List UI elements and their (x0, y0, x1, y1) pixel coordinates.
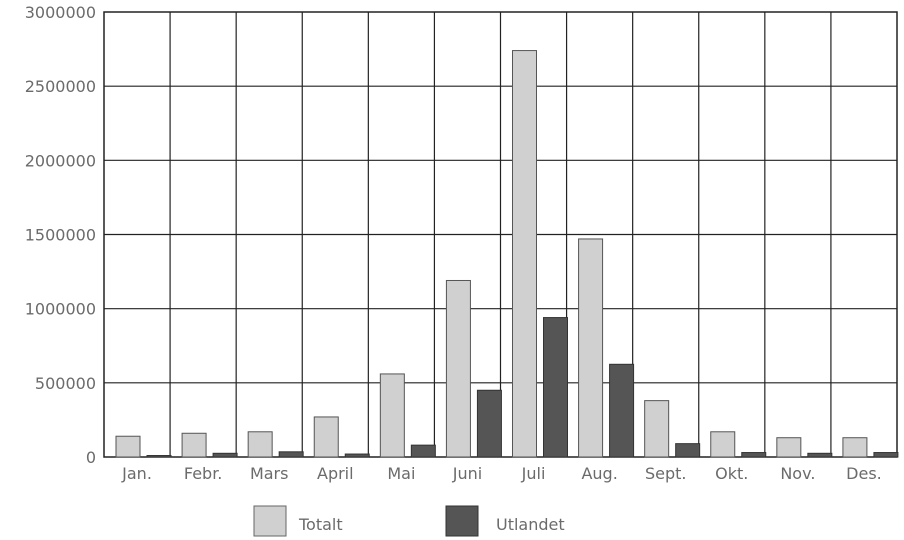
y-axis-tick-labels: 0 500000 1000000 1500000 2000000 2500000 30000… (25, 3, 96, 467)
bar-totalt (115, 435, 141, 458)
bar-totalt (445, 279, 471, 458)
x-tick-label: April (317, 464, 354, 483)
x-tick-label: Juni (452, 464, 482, 483)
x-tick-label: Okt. (715, 464, 748, 483)
bar-utlandet (873, 452, 899, 458)
bar-totalt (247, 431, 273, 458)
x-tick-label: Jan. (121, 464, 152, 483)
legend-swatch-totalt (253, 505, 287, 537)
bar-totalt (842, 437, 868, 458)
legend-label-utlandet: Utlandet (496, 515, 565, 534)
bar-utlandet (807, 452, 833, 458)
grid-lines (103, 11, 898, 458)
x-tick-label: Mai (387, 464, 415, 483)
x-tick-label: Mars (250, 464, 289, 483)
bar-utlandet (741, 452, 767, 458)
x-axis-tick-labels: Jan. Febr. Mars April Mai Juni Juli Aug. Sept. Ok… (121, 464, 882, 483)
bar-utlandet (146, 455, 172, 458)
bar-totalt (313, 416, 339, 458)
y-tick-label: 3000000 (25, 3, 96, 22)
bar-totalt (512, 50, 537, 458)
legend-swatch-utlandet (445, 505, 479, 537)
x-tick-label: Nov. (780, 464, 815, 483)
y-tick-label: 0 (86, 448, 96, 467)
bar-totalt (644, 400, 670, 458)
legend: Totalt Utlandet (253, 505, 565, 537)
x-tick-label: Juli (521, 464, 546, 483)
bar-totalt (379, 373, 405, 458)
bar-utlandet (344, 453, 370, 458)
bar-utlandet (212, 452, 238, 458)
bar-totalt (710, 431, 736, 458)
y-tick-label: 500000 (35, 374, 96, 393)
bar-totalt (181, 432, 207, 458)
x-tick-label: Sept. (645, 464, 687, 483)
bar-utlandet (543, 317, 568, 458)
bar-utlandet (410, 444, 436, 458)
y-tick-label: 1000000 (25, 300, 96, 319)
bar-utlandet (609, 363, 635, 458)
bar-totalt (578, 238, 604, 458)
x-tick-label: Febr. (184, 464, 223, 483)
y-tick-label: 1500000 (25, 226, 96, 245)
bar-utlandet (278, 451, 304, 458)
x-tick-label: Aug. (581, 464, 617, 483)
legend-label-totalt: Totalt (298, 515, 343, 534)
y-tick-label: 2000000 (25, 151, 96, 170)
bar-totalt (776, 437, 802, 458)
x-tick-label: Des. (846, 464, 882, 483)
y-tick-label: 2500000 (25, 77, 96, 96)
bar-utlandet (476, 389, 502, 458)
bar-utlandet (675, 443, 701, 458)
bars (115, 50, 899, 458)
